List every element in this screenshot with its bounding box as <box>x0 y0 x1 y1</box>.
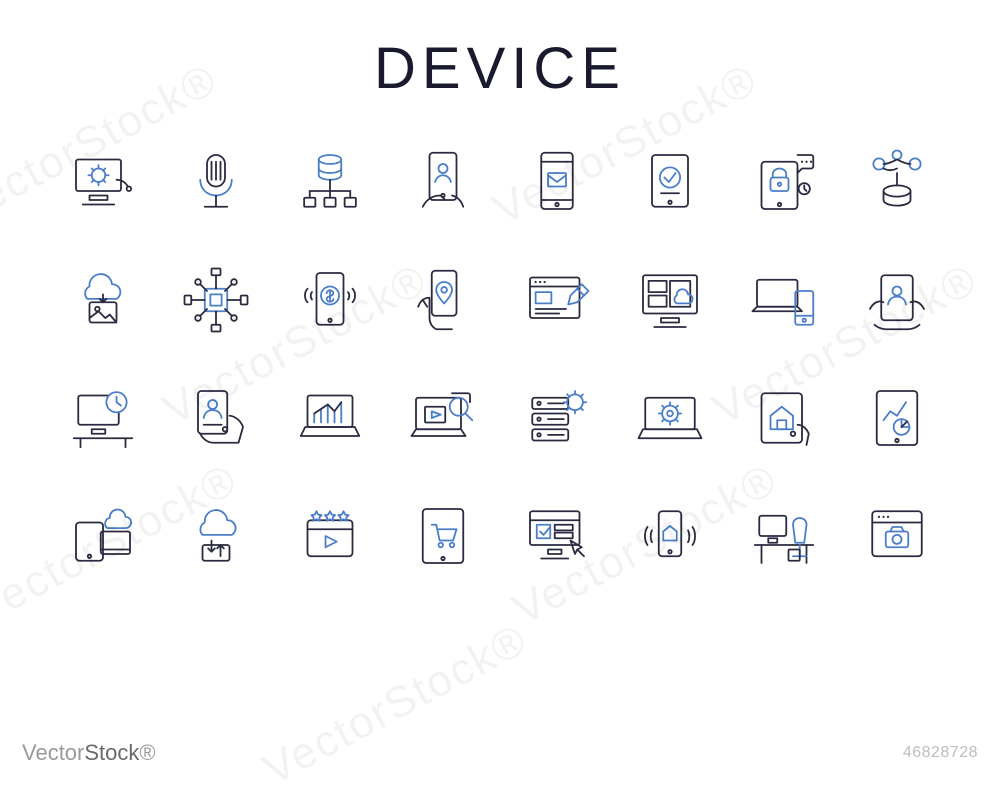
tablet-analytics-icon <box>855 373 941 463</box>
monitor-clock-desk-icon <box>60 373 146 463</box>
laptop-phone-sync-icon <box>741 255 827 345</box>
brand-prefix: Vector <box>22 740 84 765</box>
monitor-ecommerce-click-icon <box>514 491 600 581</box>
phone-mail-icon <box>514 137 600 227</box>
cloud-gallery-icon <box>60 255 146 345</box>
monitor-cloud-layout-icon <box>628 255 714 345</box>
icon-grid <box>0 112 1000 581</box>
tablet-shopping-icon <box>401 491 487 581</box>
database-network-icon <box>287 137 373 227</box>
phone-payment-vibrate-icon <box>287 255 373 345</box>
laptop-chart-icon <box>287 373 373 463</box>
workstation-desk-icon <box>741 491 827 581</box>
browser-camera-icon <box>855 491 941 581</box>
microphone-icon <box>174 137 260 227</box>
laptop-gear-icon <box>628 373 714 463</box>
phone-smart-home-signal-icon <box>628 491 714 581</box>
phone-touch-profile-icon <box>401 137 487 227</box>
chip-network-icon <box>174 255 260 345</box>
laptop-video-search-icon <box>401 373 487 463</box>
video-rating-icon <box>287 491 373 581</box>
hand-tablet-user-icon <box>174 373 260 463</box>
brand-label: VectorStock® <box>22 740 156 766</box>
computer-settings-icon <box>60 137 146 227</box>
watermark-text: VectorStock® <box>255 615 536 795</box>
tablet-check-icon <box>628 137 714 227</box>
image-id-label: 46828728 <box>903 744 978 762</box>
server-settings-icon <box>514 373 600 463</box>
hand-phone-location-icon <box>401 255 487 345</box>
devices-cloud-icon <box>60 491 146 581</box>
tablet-security-chat-icon <box>741 137 827 227</box>
brand-suffix: Stock <box>84 740 139 765</box>
tablet-home-touch-icon <box>741 373 827 463</box>
social-database-icon <box>855 137 941 227</box>
footer-bar: VectorStock® 46828728 <box>0 740 1000 766</box>
hands-tablet-profile-icon <box>855 255 941 345</box>
browser-edit-icon <box>514 255 600 345</box>
cloud-transfer-icon <box>174 491 260 581</box>
page-title: DEVICE <box>0 0 1000 112</box>
